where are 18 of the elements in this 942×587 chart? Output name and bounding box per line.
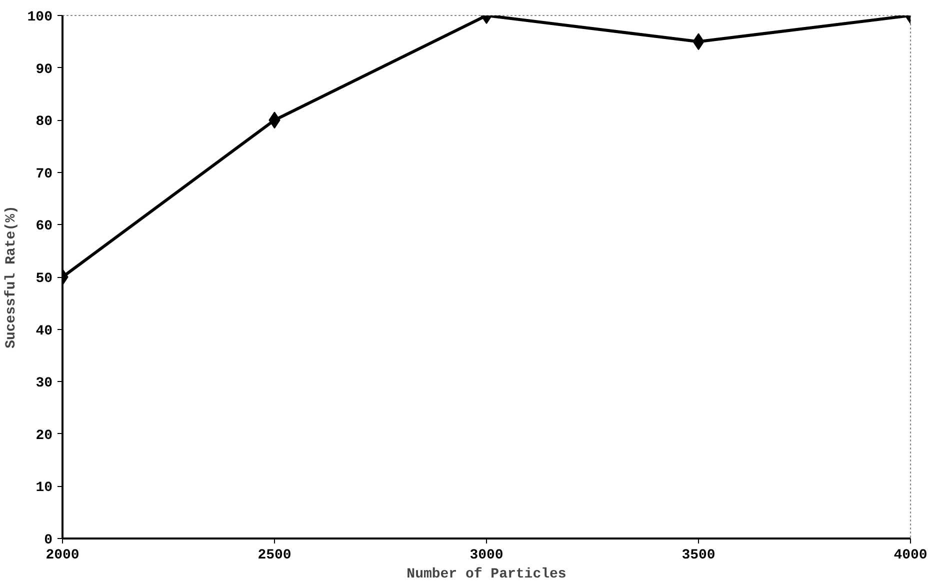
y-axis-title: Sucessful Rate(%) [3,206,20,348]
y-tick-label: 40 [36,323,53,340]
x-axis-title: Number of Particles [406,566,566,582]
y-tick-label: 60 [36,218,53,235]
y-tick-label: 30 [36,376,53,392]
y-tick-label: 100 [27,10,53,26]
x-tick-label: 3000 [470,548,504,564]
y-tick-label: 20 [36,428,53,444]
y-tick-label: 70 [36,166,53,182]
x-tick-label: 3500 [682,548,716,564]
x-tick-label: 4000 [894,548,928,564]
x-tick-label: 2000 [46,548,80,564]
y-tick-label: 0 [44,532,53,548]
y-tick-label: 50 [36,271,53,287]
y-tick-label: 10 [36,480,53,496]
x-tick-label: 2500 [258,548,292,564]
y-tick-label: 90 [36,62,53,78]
y-tick-label: 80 [36,114,53,130]
